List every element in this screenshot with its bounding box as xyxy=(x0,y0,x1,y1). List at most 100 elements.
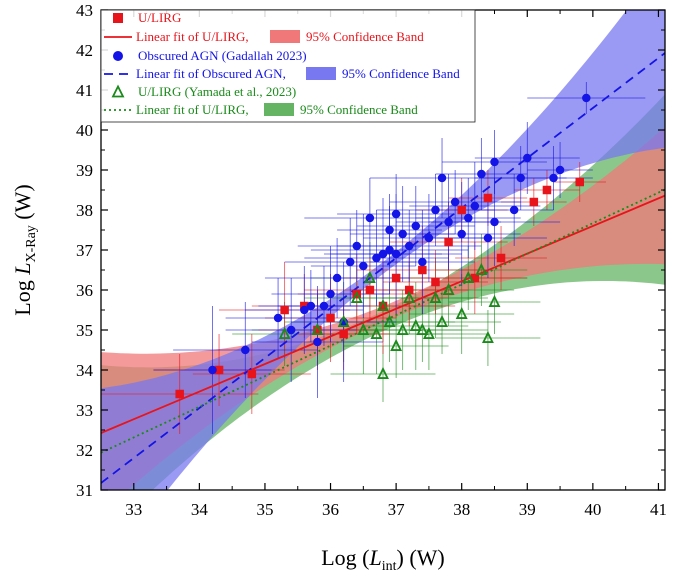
x-tick-label: 33 xyxy=(125,500,142,519)
circle-point xyxy=(483,233,493,243)
circle-point xyxy=(241,345,250,355)
x-tick-label: 40 xyxy=(584,500,601,519)
legend-label-1: U/LIRG xyxy=(138,10,181,25)
square-point xyxy=(483,193,493,203)
square-point xyxy=(496,253,506,263)
circle-point xyxy=(332,273,342,283)
legend-label-4: Linear fit of Obscured AGN, xyxy=(136,66,286,81)
circle-point xyxy=(477,169,486,179)
circle-point xyxy=(306,301,316,311)
legend-band-label: 95% Confidence Band xyxy=(300,102,418,117)
y-tick-label: 40 xyxy=(76,121,93,140)
y-tick-label: 34 xyxy=(76,361,94,380)
triangle-point xyxy=(409,318,422,331)
circle-point xyxy=(490,217,499,227)
triangle-point xyxy=(436,314,448,327)
triangle-point xyxy=(442,282,455,295)
circle-point xyxy=(372,253,381,263)
axis-ticks: 33 34 35 36 37 38 39 40 41 31 32 33 34 35 36 37 38 39 40 41… xyxy=(76,1,667,519)
y-tick-label: 36 xyxy=(76,281,93,300)
circle-point xyxy=(385,225,394,235)
circle-point xyxy=(582,93,591,103)
circle-point xyxy=(464,213,473,223)
legend-band-label: 95% Confidence Band xyxy=(342,66,460,81)
circle-point xyxy=(516,173,525,183)
triangle-point xyxy=(377,298,389,311)
circle-point xyxy=(490,157,499,167)
circle-point xyxy=(437,173,447,183)
circle-point xyxy=(404,241,414,251)
fit-line-3 xyxy=(101,188,665,454)
triangle-point xyxy=(377,366,389,379)
x-tick-label: 38 xyxy=(453,500,470,519)
triangle-point xyxy=(278,326,291,339)
y-tick-label: 37 xyxy=(76,241,94,260)
square-point xyxy=(339,329,348,339)
circle-point xyxy=(398,229,407,239)
x-tick-label: 34 xyxy=(191,500,209,519)
triangle-point xyxy=(357,322,370,335)
y-tick-label: 31 xyxy=(76,481,93,500)
circle-point xyxy=(444,217,453,227)
circle-point xyxy=(457,229,466,239)
fit-lines xyxy=(101,52,665,484)
circle-point xyxy=(555,165,565,175)
legend-label-6: Linear fit of U/LIRG, xyxy=(136,102,249,117)
y-tick-label: 43 xyxy=(76,1,93,20)
circle-point xyxy=(286,325,296,335)
triangle-point xyxy=(481,330,494,343)
x-tick-label: 37 xyxy=(388,500,406,519)
square-point xyxy=(313,325,322,335)
square-point xyxy=(542,185,552,195)
square-point xyxy=(378,301,388,311)
circle-point xyxy=(345,257,355,267)
x-tick-label: 35 xyxy=(256,500,273,519)
circle-point xyxy=(418,257,427,267)
triangle-point xyxy=(396,322,409,335)
circle-point xyxy=(470,201,480,211)
circle-point xyxy=(352,241,362,251)
legend-circle-marker xyxy=(113,51,123,61)
legend-band-swatch xyxy=(270,30,300,43)
y-tick-label: 32 xyxy=(76,441,93,460)
circle-point xyxy=(300,305,309,315)
legend-triangle-marker xyxy=(111,84,125,98)
square-point xyxy=(214,365,224,375)
triangle-point xyxy=(429,290,442,303)
triangle-point xyxy=(370,326,383,339)
square-point xyxy=(457,205,466,215)
circle-point xyxy=(313,337,322,347)
circle-point xyxy=(431,205,440,215)
circle-point xyxy=(326,289,335,299)
triangle-point xyxy=(455,306,468,319)
x-tick-label: 39 xyxy=(519,500,536,519)
triangle-point xyxy=(416,322,429,335)
legend-label-5: U/LIRG (Yamada et al., 2023) xyxy=(138,84,296,99)
circle-point xyxy=(359,261,368,271)
legend-band-label: 95% Confidence Band xyxy=(306,29,424,44)
square-point xyxy=(175,389,184,399)
square-point xyxy=(365,285,375,295)
square-point xyxy=(404,285,414,295)
circle-point xyxy=(385,245,394,255)
x-tick-label: 41 xyxy=(650,500,667,519)
square-point xyxy=(418,265,427,275)
circle-point xyxy=(411,221,421,231)
triangle-point xyxy=(403,290,416,303)
triangle-point xyxy=(422,326,435,339)
triangle-point xyxy=(383,314,396,327)
y-tick-label: 38 xyxy=(76,201,93,220)
triangle-point xyxy=(363,270,376,283)
circle-point xyxy=(273,313,283,323)
triangle-point xyxy=(462,270,475,283)
legend-label-3: Obscured AGN (Gadallah 2023) xyxy=(138,48,307,63)
square-point xyxy=(529,197,539,207)
y-tick-label: 42 xyxy=(76,41,93,60)
fit-line-2 xyxy=(101,52,665,484)
y-tick-label: 33 xyxy=(76,401,93,420)
circle-point xyxy=(391,249,401,259)
y-tick-label: 35 xyxy=(76,321,93,340)
circle-point xyxy=(319,301,329,311)
circle-point xyxy=(208,365,217,375)
